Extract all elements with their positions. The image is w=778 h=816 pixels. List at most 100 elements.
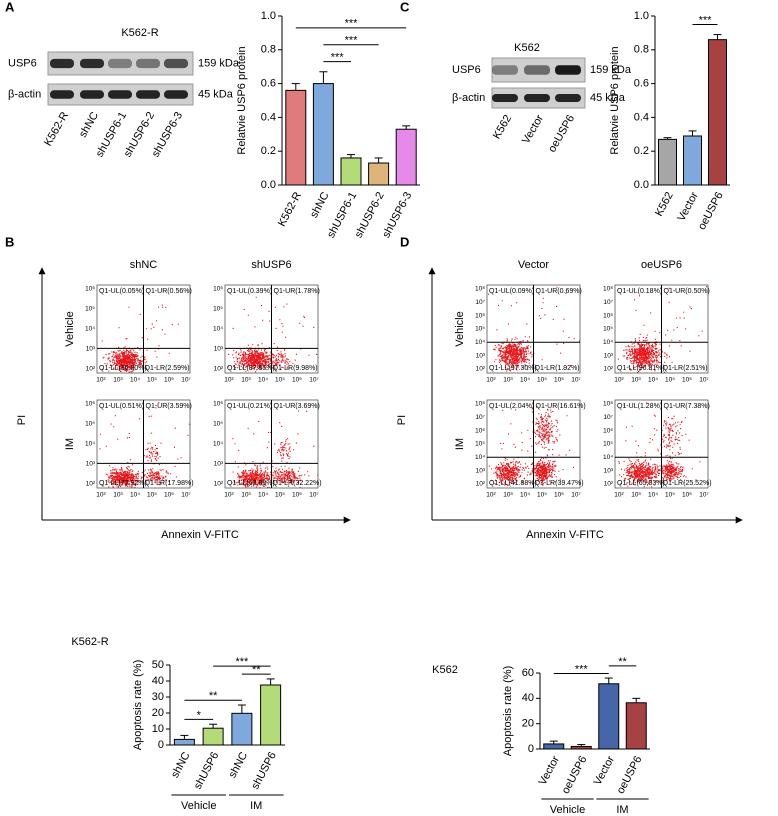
bar	[625, 702, 647, 750]
y-tick-label: 10³	[214, 461, 224, 468]
quadrant-label: Q1-LR(17.98%)	[145, 480, 194, 487]
y-tick-label: 0.6	[634, 78, 649, 90]
x-tick-label: 10⁶	[682, 492, 692, 499]
scatter-dots	[618, 402, 701, 488]
y-tick-label: 10⁴	[85, 441, 95, 448]
y-tick-label: 10²	[214, 481, 224, 488]
x-tick-label: 10³	[241, 492, 251, 499]
quadrant-label: Q1-LR(25.52%)	[663, 480, 712, 487]
y-tick-label: 10⁶	[475, 312, 485, 319]
x-tick-label: 10²	[224, 377, 234, 384]
y-tick-label: 20	[152, 707, 164, 719]
quadrant-label: Q1-UL(0.51%)	[99, 403, 144, 410]
quadrant-label: Q1-UL(0.05%)	[99, 288, 144, 295]
bar	[368, 162, 390, 186]
bar	[598, 683, 620, 750]
y-tick-label: 10⁵	[213, 421, 223, 428]
x-tick-label: 10⁷	[309, 377, 319, 384]
row-label: Vehicle	[64, 311, 76, 346]
x-tick-label: 10⁵	[665, 377, 675, 384]
x-tick-label: 10⁴	[520, 377, 530, 384]
x-tick-label: 10⁶	[554, 492, 564, 499]
blot-band	[492, 65, 518, 75]
y-tick-label: 10⁶	[603, 312, 613, 319]
quadrant-label: Q1-LL(87.85%)	[227, 365, 275, 372]
x-tick-label: 10⁴	[648, 492, 658, 499]
blot-row-label: USP6	[8, 57, 37, 69]
x-axis-title: Annexin V-FITC	[161, 529, 239, 541]
x-tick-label: K562-R	[276, 190, 304, 229]
significance-label: **	[618, 656, 627, 668]
blot-band	[108, 90, 132, 99]
y-tick-label: 10⁶	[213, 286, 223, 293]
x-tick-label: 10³	[241, 377, 251, 384]
y-tick-label: 10⁴	[603, 454, 613, 461]
y-tick-label: 30	[152, 691, 164, 703]
blot-lane-label: oeUSP6	[546, 113, 577, 154]
y-tick-label: 10⁴	[85, 326, 95, 333]
scatter-dots	[488, 405, 574, 487]
blot-band	[136, 90, 160, 99]
y-axis-title: Apoptosis rate (%)	[132, 660, 144, 750]
scatter-dots	[227, 296, 318, 373]
y-tick-label: 0.2	[634, 145, 649, 157]
y-tick-label: 0.8	[634, 44, 649, 56]
y-tick-label: 0.8	[261, 44, 276, 56]
y-tick-label: 0.6	[261, 78, 276, 90]
x-tick-label: 10²	[614, 492, 624, 499]
bar	[708, 39, 727, 186]
y-tick-label: 10⁴	[603, 339, 613, 346]
blot-band	[492, 94, 518, 102]
quadrant-label: Q1-UL(0.39%)	[227, 288, 272, 295]
quadrant-label: Q1-UR(3.69%)	[274, 403, 320, 410]
blot-lane-label: shNC	[77, 110, 101, 140]
y-tick-label: 10⁶	[603, 427, 613, 434]
x-tick-label: shNC	[227, 750, 251, 780]
y-tick-label: 0	[528, 743, 534, 755]
y-tick-label: 0.4	[261, 111, 276, 123]
scatter-dots	[231, 410, 319, 489]
y-tick-label: 10⁷	[603, 414, 613, 421]
y-tick-label: 10⁵	[603, 326, 613, 333]
y-tick-label: 10⁴	[475, 454, 485, 461]
quadrant-label: Q1-UL(2.04%)	[489, 403, 534, 410]
y-tick-label: 1.0	[634, 10, 649, 22]
y-tick-label: 10⁸	[603, 401, 613, 408]
x-tick-label: 10⁴	[520, 492, 530, 499]
y-tick-label: 20	[522, 718, 534, 730]
significance-label: ***	[235, 656, 249, 668]
y-tick-label: 10⁶	[213, 401, 223, 408]
y-tick-label: 10²	[86, 366, 96, 373]
y-tick-label: 60	[522, 667, 534, 679]
blot-band	[80, 90, 104, 99]
y-tick-label: 10⁴	[213, 326, 223, 333]
blot-lane-label: K562	[491, 113, 514, 141]
quadrant-label: Q1-LR(2.51%)	[663, 365, 708, 372]
significance-label: ***	[331, 52, 345, 64]
row-label: Vehicle	[454, 311, 466, 346]
bar	[395, 128, 417, 186]
blot-band	[50, 90, 74, 99]
quadrant-label: Q1-LL(41.88%)	[489, 480, 537, 487]
group-label: IM	[250, 800, 262, 812]
scatter-dots	[101, 304, 179, 373]
x-tick-label: 10⁴	[130, 492, 140, 499]
x-axis-title: Annexin V-FITC	[526, 529, 604, 541]
x-tick-label: 10⁴	[130, 377, 140, 384]
row-label: IM	[64, 438, 76, 450]
x-tick-label: 10⁵	[665, 492, 675, 499]
quadrant-label: Q1-UL(0.09%)	[489, 288, 534, 295]
quadrant-label: Q1-LL(77.92%)	[99, 480, 147, 487]
bar	[543, 743, 565, 750]
x-tick-label: 10⁷	[181, 377, 191, 384]
quadrant-label: Q1-LR(2.59%)	[145, 365, 190, 372]
scatter-dots	[617, 286, 708, 373]
x-tick-label: 10⁶	[554, 377, 564, 384]
x-tick-label: 10⁶	[292, 492, 302, 499]
y-tick-label: 10⁷	[475, 299, 485, 306]
bar	[683, 135, 702, 186]
y-axis-title: PI	[16, 415, 28, 425]
x-tick-label: 10³	[503, 377, 513, 384]
y-tick-label: 40	[152, 675, 164, 687]
y-axis-title: Relatvie USP6 protein	[236, 46, 248, 154]
